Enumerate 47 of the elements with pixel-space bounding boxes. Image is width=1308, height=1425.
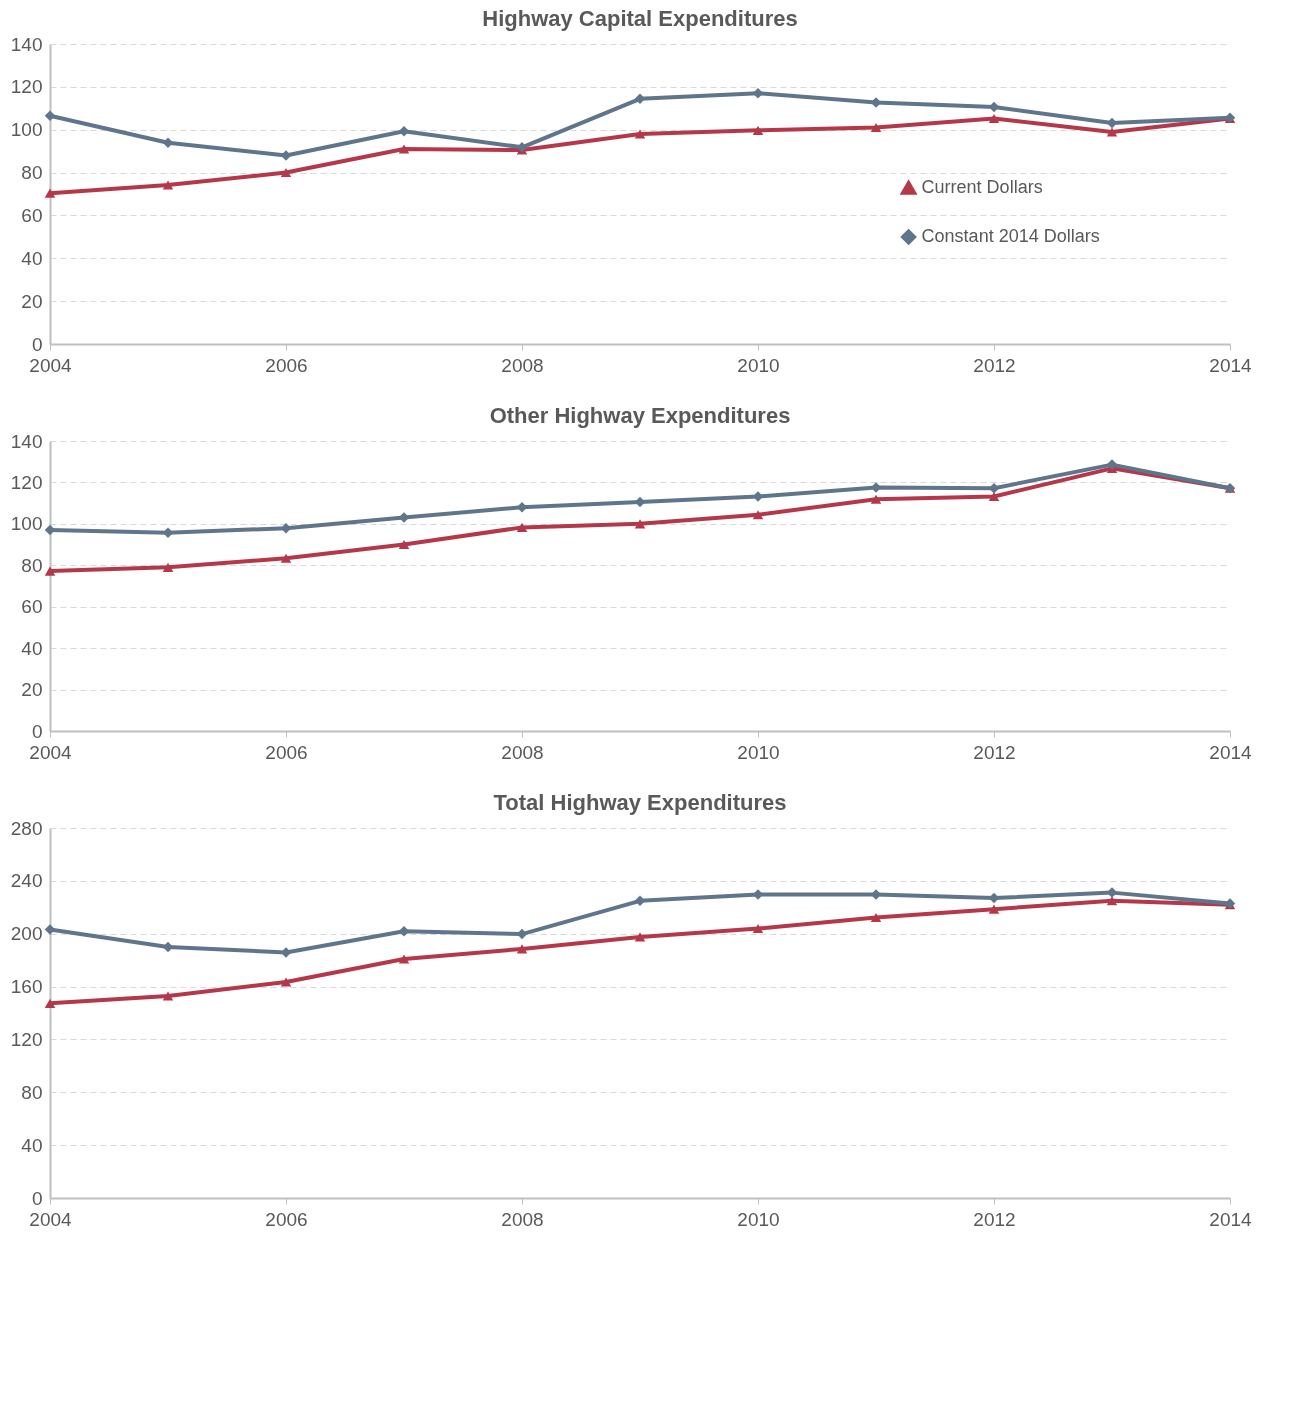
x-tick-label: 2006 xyxy=(265,1208,308,1230)
y-tick-label: 60 xyxy=(21,204,43,226)
x-tick-label: 2014 xyxy=(1209,741,1253,763)
y-tick-label: 80 xyxy=(21,1081,43,1103)
x-tick-label: 2012 xyxy=(973,354,1016,376)
legend-label: Current Dollars xyxy=(921,177,1043,197)
y-tick-label: 20 xyxy=(21,290,43,312)
y-tick-label: 0 xyxy=(31,720,43,742)
y-tick-label: 140 xyxy=(10,430,43,452)
x-tick-label: 2006 xyxy=(265,354,308,376)
y-tick-label: 60 xyxy=(21,596,43,618)
y-tick-label: 80 xyxy=(21,162,43,184)
y-tick-label: 280 xyxy=(10,817,43,839)
y-tick-label: 0 xyxy=(31,333,43,355)
y-tick-label: 40 xyxy=(21,247,43,269)
x-tick-label: 2014 xyxy=(1209,354,1253,376)
y-tick-label: 40 xyxy=(21,637,43,659)
y-tick-label: 100 xyxy=(10,119,43,141)
chart-title: Highway Capital Expenditures xyxy=(482,6,798,31)
y-tick-label: 20 xyxy=(21,679,43,701)
x-tick-label: 2004 xyxy=(29,354,73,376)
chart-title: Other Highway Expenditures xyxy=(489,403,791,428)
chart-title: Total Highway Expenditures xyxy=(493,790,787,815)
x-tick-label: 2012 xyxy=(973,741,1016,763)
x-tick-label: 2004 xyxy=(29,1208,73,1230)
y-tick-label: 120 xyxy=(10,471,43,493)
x-tick-label: 2010 xyxy=(737,354,780,376)
legend-label: Constant 2014 Dollars xyxy=(921,226,1100,246)
x-tick-label: 2008 xyxy=(501,354,544,376)
x-tick-label: 2010 xyxy=(737,1208,780,1230)
x-tick-label: 2014 xyxy=(1209,1208,1253,1230)
y-tick-label: 120 xyxy=(10,76,43,98)
y-tick-label: 100 xyxy=(10,513,43,535)
y-tick-label: 140 xyxy=(10,33,43,55)
x-tick-label: 2008 xyxy=(501,1208,544,1230)
x-tick-label: 2006 xyxy=(265,741,308,763)
y-tick-label: 0 xyxy=(31,1187,43,1209)
y-tick-label: 200 xyxy=(10,923,43,945)
y-tick-label: 240 xyxy=(10,870,43,892)
y-tick-label: 40 xyxy=(21,1134,43,1156)
y-tick-label: 160 xyxy=(10,976,43,998)
y-tick-label: 80 xyxy=(21,554,43,576)
x-tick-label: 2010 xyxy=(737,741,780,763)
x-tick-label: 2004 xyxy=(29,741,73,763)
y-tick-label: 120 xyxy=(10,1028,43,1050)
x-tick-label: 2012 xyxy=(973,1208,1016,1230)
x-tick-label: 2008 xyxy=(501,741,544,763)
